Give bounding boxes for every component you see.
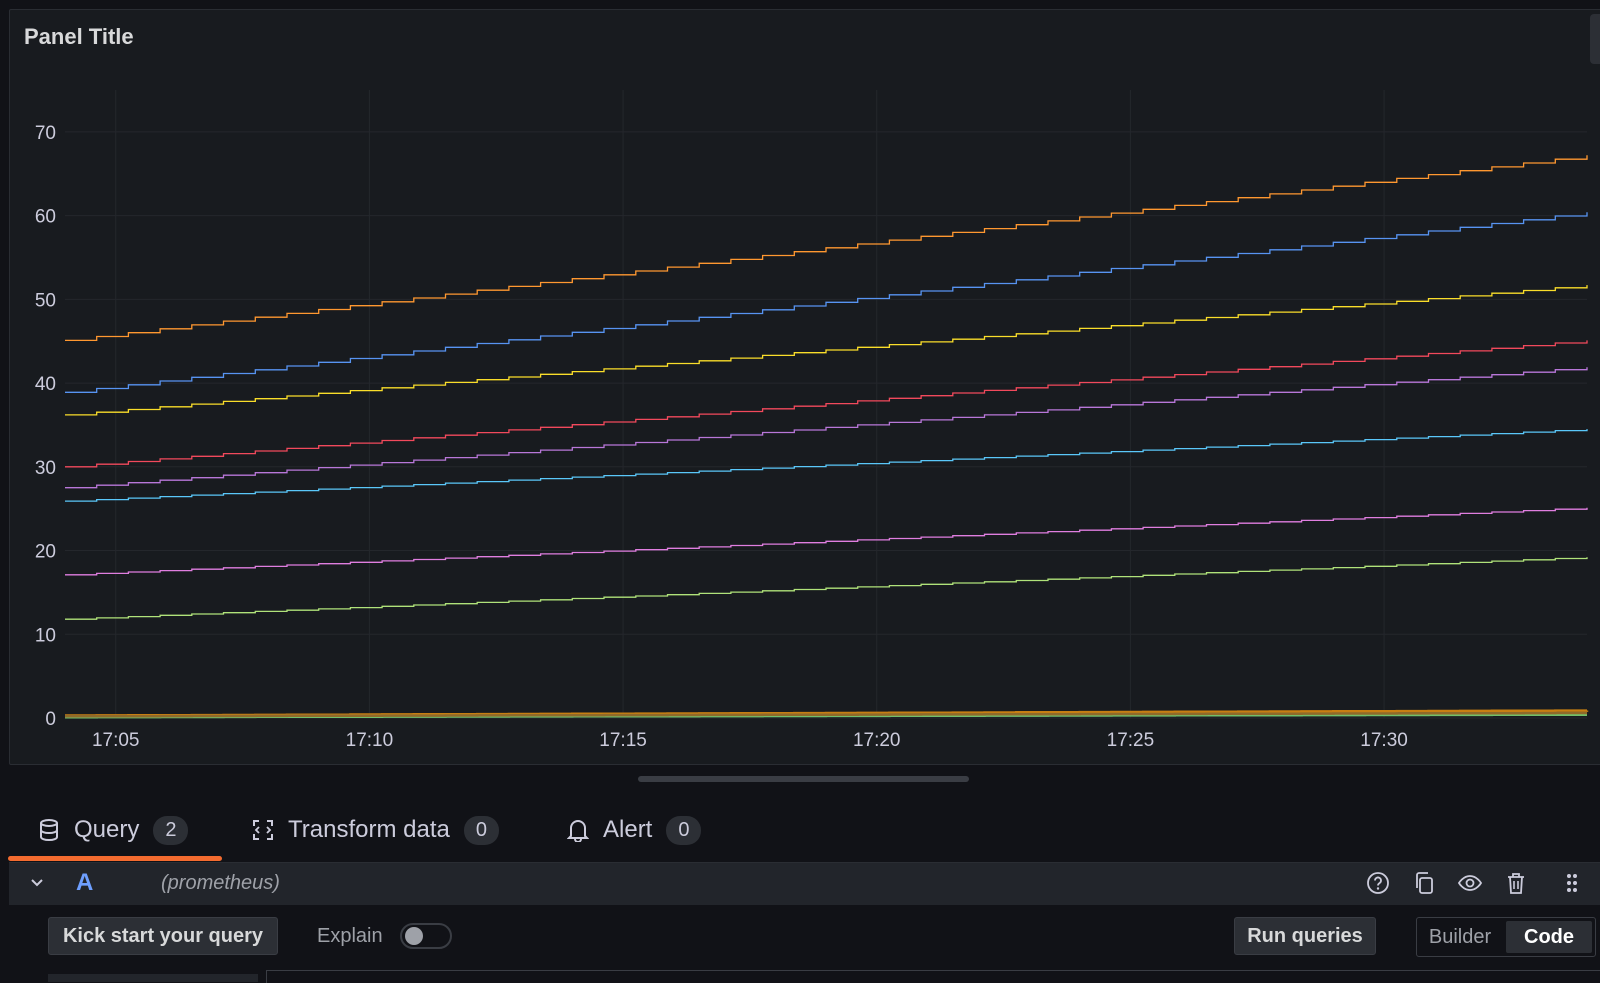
query-datasource: (prometheus) xyxy=(161,872,280,894)
tab-transform-data[interactable]: Transform data 0 xyxy=(250,800,499,860)
x-tick-label: 17:25 xyxy=(1107,730,1155,751)
explain-label: Explain xyxy=(317,925,383,947)
series-line xyxy=(65,711,1587,718)
code-mode-option[interactable]: Code xyxy=(1506,921,1592,953)
x-tick-label: 17:15 xyxy=(599,730,647,751)
kick-start-query-button[interactable]: Kick start your query xyxy=(48,917,278,955)
eye-icon[interactable] xyxy=(1456,869,1484,897)
y-tick-label: 50 xyxy=(35,290,56,311)
toggle-knob xyxy=(405,927,423,945)
metrics-browser-stub[interactable] xyxy=(48,974,258,982)
panel: 70 60 50 40 30 20 10 0 17:05 17:10 17:15 17:20 17:25… xyxy=(9,9,1600,765)
tab-query[interactable]: Query 2 xyxy=(36,800,189,860)
y-tick-label: 0 xyxy=(45,709,56,730)
panel-title[interactable]: Panel Title xyxy=(24,24,134,49)
database-icon xyxy=(36,817,62,843)
x-tick-label: 17:10 xyxy=(346,730,394,751)
series-line xyxy=(65,367,1588,489)
active-tab-indicator xyxy=(8,856,222,861)
tab-alert-label: Alert xyxy=(603,816,653,843)
series-line xyxy=(65,155,1588,342)
series-line xyxy=(65,557,1588,620)
series-line xyxy=(65,340,1588,468)
series-line xyxy=(65,507,1588,576)
bell-icon xyxy=(565,817,591,843)
x-tick-label: 17:05 xyxy=(92,730,140,751)
run-queries-button[interactable]: Run queries xyxy=(1234,917,1376,955)
help-icon[interactable] xyxy=(1364,869,1392,897)
series-line xyxy=(65,429,1588,502)
chevron-down-icon[interactable] xyxy=(26,872,48,899)
editor-mode-switch: Builder Code xyxy=(1416,917,1596,957)
duplicate-icon[interactable] xyxy=(1410,869,1438,897)
y-tick-label: 60 xyxy=(35,207,56,228)
x-tick-label: 17:20 xyxy=(853,730,901,751)
query-row-header: A (prometheus) xyxy=(9,862,1600,905)
y-tick-label: 40 xyxy=(35,374,56,395)
code-editor[interactable] xyxy=(266,970,1600,983)
query-row-actions xyxy=(1364,869,1586,897)
explain-toggle[interactable] xyxy=(400,923,452,949)
drag-handle-icon[interactable] xyxy=(1558,869,1586,897)
tab-transform-label: Transform data xyxy=(288,816,450,843)
tab-transform-count: 0 xyxy=(463,815,499,845)
editor-tabs: Query 2 Transform data 0 Alert 0 xyxy=(0,800,1600,860)
x-tick-label: 17:30 xyxy=(1360,730,1408,751)
series-line xyxy=(65,212,1588,393)
y-tick-label: 10 xyxy=(35,625,56,646)
y-tick-label: 70 xyxy=(35,123,56,144)
tab-query-count: 2 xyxy=(153,815,189,845)
tab-alert-count: 0 xyxy=(666,815,702,845)
query-ref-id[interactable]: A xyxy=(76,869,94,896)
trash-icon[interactable] xyxy=(1502,869,1530,897)
builder-mode-option[interactable]: Builder xyxy=(1428,925,1492,948)
panel-resize-splitter[interactable] xyxy=(638,776,969,782)
time-series-chart: 70 60 50 40 30 20 10 0 17:05 17:10 17:15 17:20 17:25… xyxy=(35,90,1589,751)
tab-query-label: Query xyxy=(74,816,140,843)
transform-icon xyxy=(250,817,276,843)
series-line xyxy=(65,285,1588,416)
panel-menu-handle[interactable] xyxy=(1590,14,1600,64)
tab-alert[interactable]: Alert 0 xyxy=(565,800,702,860)
y-tick-label: 30 xyxy=(35,458,56,479)
y-tick-label: 20 xyxy=(35,542,56,563)
